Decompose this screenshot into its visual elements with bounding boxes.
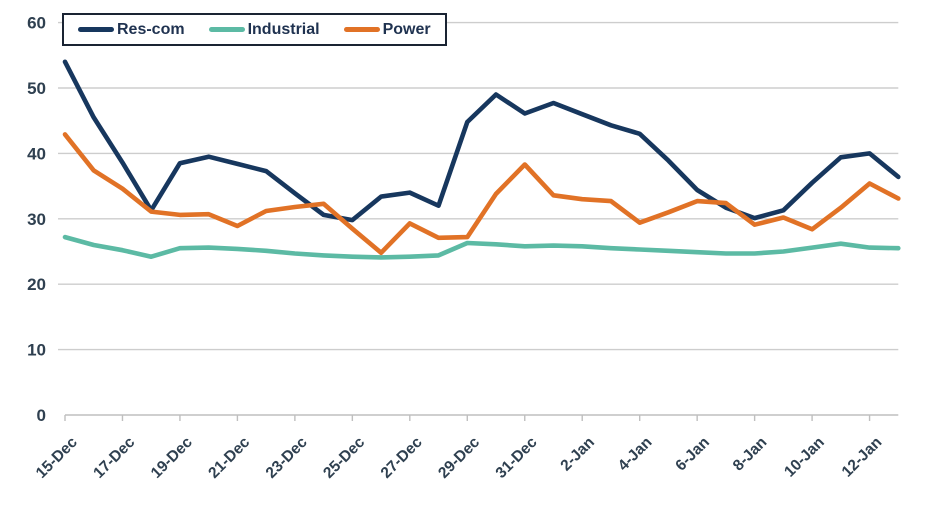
y-tick-label: 20	[27, 275, 46, 294]
legend-label-power: Power	[382, 20, 431, 38]
legend-item-res-com: Res-com	[78, 21, 185, 39]
y-tick-label: 40	[27, 144, 46, 163]
y-tick-label: 50	[27, 79, 46, 98]
legend-label-res-com: Res-com	[117, 20, 185, 38]
x-tick-label: 8-Jan	[730, 434, 771, 475]
industrial-line-swatch-icon	[208, 27, 245, 32]
x-tick-label: 21-Dec	[205, 434, 253, 482]
legend: Res-com Industrial Power	[62, 13, 447, 46]
y-tick-label: 30	[27, 210, 46, 229]
x-tick-label: 15-Dec	[33, 434, 81, 482]
legend-label-industrial: Industrial	[247, 20, 320, 38]
x-tick-label: 12-Jan	[839, 434, 886, 481]
series-line-industrial	[62, 234, 901, 260]
x-tick-label: 23-Dec	[263, 434, 311, 482]
x-tick-label: 17-Dec	[90, 434, 138, 482]
x-tick-label: 31-Dec	[493, 434, 541, 482]
x-tick-label: 19-Dec	[148, 434, 196, 482]
x-tick-label: 29-Dec	[435, 434, 483, 482]
legend-item-power: Power	[343, 20, 431, 39]
y-tick-label: 60	[27, 14, 46, 33]
res-com-line-swatch-icon	[78, 27, 114, 32]
x-tick-label: 4-Jan	[615, 434, 656, 475]
power-line-swatch-icon	[343, 27, 380, 32]
legend-item-industrial: Industrial	[208, 20, 320, 39]
y-tick-label: 0	[37, 406, 46, 425]
series-line-power	[62, 132, 901, 256]
x-tick-label: 2-Jan	[557, 434, 598, 475]
series-line-res-com	[62, 59, 901, 223]
x-tick-label: 27-Dec	[378, 434, 426, 482]
x-tick-label: 10-Jan	[781, 434, 828, 481]
x-tick-label: 25-Dec	[320, 434, 368, 482]
x-tick-label: 6-Jan	[672, 434, 713, 475]
y-tick-label: 10	[27, 341, 46, 360]
